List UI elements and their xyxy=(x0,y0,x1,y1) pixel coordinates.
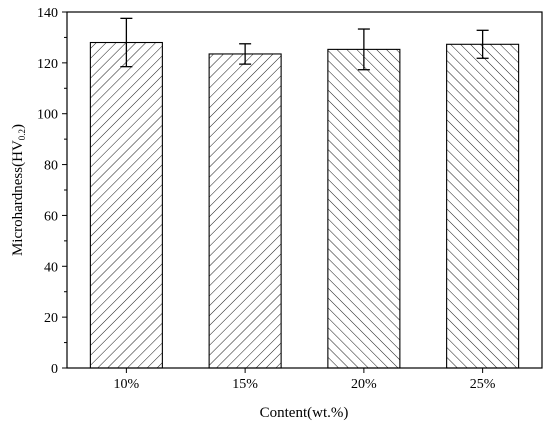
y-axis: 0 20 40 60 80 100 120 140 xyxy=(37,6,67,377)
y-axis-title-subscript: 0.2 xyxy=(17,129,27,140)
y-tick-label: 120 xyxy=(37,57,58,72)
y-tick-label: 20 xyxy=(44,311,58,326)
bar-25pct xyxy=(446,43,520,369)
y-axis-title: Microhardness(HV0.2) xyxy=(10,124,27,256)
error-bar-20pct xyxy=(357,28,370,71)
bar-20pct xyxy=(327,48,401,369)
bar-10pct xyxy=(89,41,163,369)
y-tick-label: 40 xyxy=(44,260,58,275)
x-tick-label: 15% xyxy=(232,377,258,392)
y-tick-label: 60 xyxy=(44,209,58,224)
x-axis-title: Content(wt.%) xyxy=(260,405,349,421)
y-tick-label: 140 xyxy=(37,6,58,21)
error-bar-25pct xyxy=(476,29,489,59)
x-tick-label: 25% xyxy=(470,377,496,392)
error-bar-15pct xyxy=(239,43,252,65)
error-bar-10pct xyxy=(120,17,133,68)
y-tick-label: 100 xyxy=(37,108,58,123)
y-axis-title-close: ) xyxy=(10,124,26,129)
error-bars-group xyxy=(120,17,489,71)
y-axis-title-main: Microhardness(HV xyxy=(10,140,26,256)
bar-15pct xyxy=(208,53,282,369)
bars-group xyxy=(89,41,520,369)
y-tick-label: 80 xyxy=(44,159,58,174)
x-tick-label: 20% xyxy=(351,377,377,392)
x-tick-label: 10% xyxy=(114,377,140,392)
x-axis: 10% 15% 20% 25% xyxy=(114,368,496,392)
y-tick-label: 0 xyxy=(51,362,58,377)
